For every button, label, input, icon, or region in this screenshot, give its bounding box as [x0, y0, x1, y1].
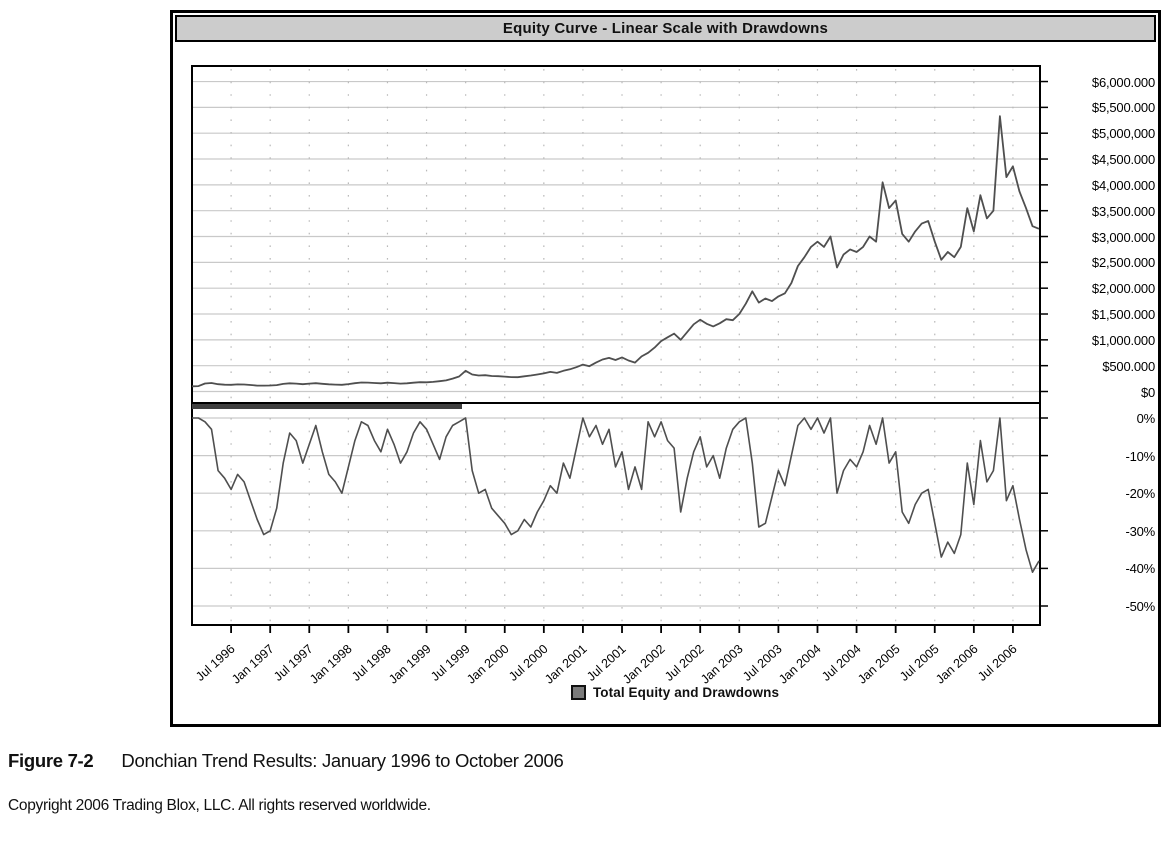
y-axis-label-equity: $3,000.000: [1091, 229, 1155, 245]
y-axis-label-drawdown: -50%: [1125, 599, 1155, 614]
drawdown-curve-line: [192, 417, 1040, 574]
y-axis-label-drawdown: -20%: [1125, 486, 1155, 502]
figure-caption-text: Donchian Trend Results: January 1996 to …: [121, 750, 564, 771]
y-axis-label-drawdown: -40%: [1125, 561, 1155, 577]
figure-number: Figure 7-2: [8, 750, 94, 771]
y-axis-label-equity: $0: [1140, 384, 1155, 400]
legend-swatch-icon: [570, 684, 586, 700]
y-axis-label-equity: $3,500.000: [1091, 203, 1155, 219]
y-axis-label-equity: $4,500.000: [1091, 152, 1155, 168]
y-axis-label-equity: $6,000.000: [1091, 74, 1155, 90]
plot-border: [191, 65, 1041, 626]
y-axis-label-equity: $4,000.000: [1091, 177, 1155, 193]
y-axis-label-equity: $500.000: [1102, 358, 1155, 374]
y-axis-label-equity: $5,000,000: [1091, 126, 1155, 142]
legend-label: Total Equity and Drawdowns: [592, 684, 780, 700]
y-axis-label-equity: $2,500.000: [1091, 255, 1155, 271]
equity-curve-line: [191, 115, 1040, 388]
y-axis-label-drawdown: -10%: [1125, 448, 1155, 464]
chart-frame: Equity Curve - Linear Scale with Drawdow…: [170, 10, 1161, 727]
chart-legend: Total Equity and Drawdowns: [192, 683, 1158, 701]
chart-title: Equity Curve - Linear Scale with Drawdow…: [175, 15, 1156, 42]
figure-caption: Figure 7-2 Donchian Trend Results: Januar…: [8, 750, 564, 772]
y-axis-label-equity: $5,500.000: [1091, 100, 1155, 116]
y-axis-label-drawdown: -30%: [1125, 523, 1155, 539]
y-axis-label-drawdown: 0%: [1136, 411, 1156, 426]
y-axis-label-equity: $1,500.000: [1091, 307, 1155, 322]
y-axis-label-equity: $2,000.000: [1091, 281, 1155, 297]
y-axis-label-equity: $1,000.000: [1091, 332, 1155, 348]
copyright-line: Copyright 2006 Trading Blox, LLC. All ri…: [8, 797, 431, 814]
